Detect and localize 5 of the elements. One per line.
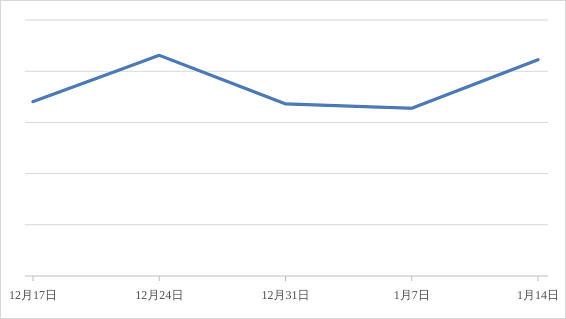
x-tick-label: 12月17日 [9,288,57,302]
x-tick-label: 1月7日 [394,288,430,302]
x-tick-label: 12月24日 [135,288,184,302]
x-tick-label: 1月14日 [517,288,559,302]
x-tick-label: 12月31日 [262,288,310,302]
